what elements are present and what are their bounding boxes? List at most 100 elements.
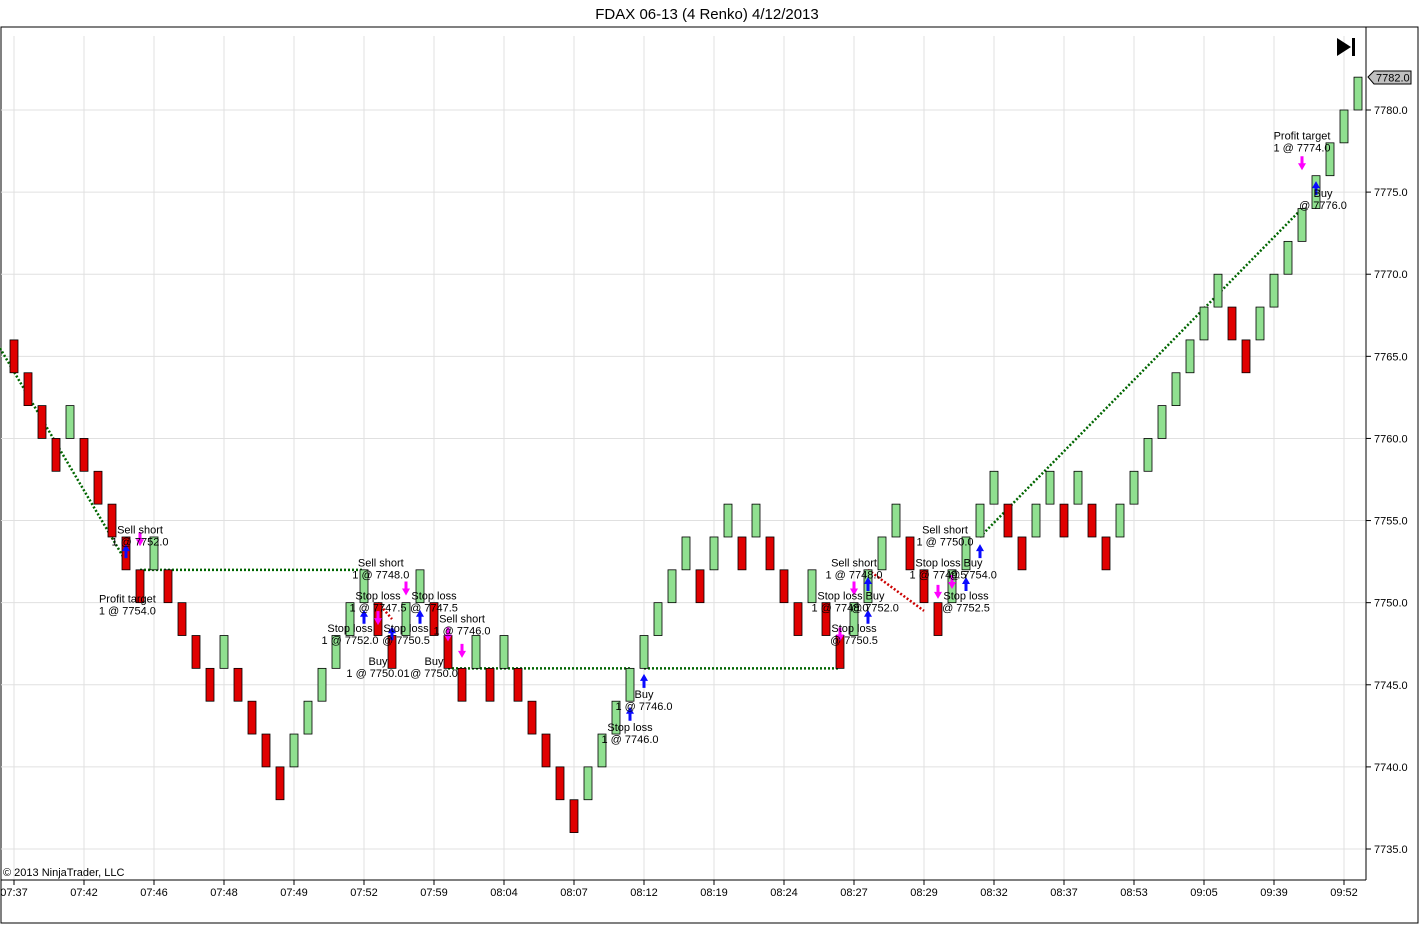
y-tick-label: 7735.0 [1374,844,1408,856]
y-tick-label: 7765.0 [1374,351,1408,363]
renko-brick-up [401,602,411,636]
trade-annotation-text: Stop loss [915,558,961,570]
trade-annotation-text: 1 @ 7746.0 [433,625,490,637]
renko-brick-down [23,372,33,406]
renko-brick-up [471,635,481,669]
trade-annotation-text: 1 @ 7748.0 [352,570,409,582]
renko-brick-down [457,667,467,702]
renko-brick-up [1353,76,1363,111]
x-tick-label: 08:19 [700,887,728,899]
grid [1,36,1366,880]
trade-annotation-text: Stop loss [817,590,863,602]
renko-brick-down [737,536,747,571]
skip-to-end-icon[interactable] [1337,38,1355,56]
trade-annotation-text: 1 @ 7752.0 [111,537,168,549]
x-tick-label: 07:42 [70,887,98,899]
renko-brick-up [877,536,887,571]
trade-annotation-text: Buy [635,689,654,701]
sell-arrow-icon [836,627,844,642]
trade-annotation-text: Stop loss [327,623,373,635]
trade-annotation-text: Stop loss [355,590,401,602]
y-tick-label: 7755.0 [1374,516,1408,528]
renko-brick-down [177,602,187,636]
buy-arrow-icon [1312,181,1320,196]
trade-line [867,568,925,612]
x-tick-label: 08:04 [490,887,518,899]
renko-brick-down [107,503,117,538]
trade-annotation-text: Sell short [922,525,968,537]
y-tick-label: 7775.0 [1374,187,1408,199]
trade-annotation-text: Buy [964,558,983,570]
renko-brick-down [275,766,285,801]
trade-annotation-text: Stop loss [383,623,429,635]
renko-brick-up [289,733,299,768]
trade-annotation-text: 1 @ 7746.0 [601,734,658,746]
renko-brick-down [541,733,551,768]
x-tick-label: 07:48 [210,887,238,899]
y-tick-label: 7750.0 [1374,598,1408,610]
renko-brick-up [303,700,313,735]
renko-brick-up [149,536,159,571]
trade-annotation-text: Buy [1314,188,1333,200]
renko-brick-down [1241,339,1251,374]
renko-brick-up [1283,240,1293,275]
x-tick-label: 07:59 [420,887,448,899]
trade-annotation-text: @ 7750.0 [410,668,458,680]
sell-arrow-icon [934,584,942,599]
sell-arrow-icon [850,581,858,596]
renko-brick-down [485,667,495,702]
renko-brick-down [765,536,775,571]
renko-brick-up [975,503,985,538]
renko-brick-up [499,635,509,669]
renko-brick-up [219,635,229,669]
renko-brick-up [625,667,635,702]
trade-annotation-text: 1 @ 7749.5 [909,570,966,582]
buy-arrow-icon [864,609,872,624]
renko-brick-up [1255,306,1265,341]
trade-annotation-text: Buy [425,656,444,668]
renko-brick-up [681,536,691,571]
last-price-label: 7782.0 [1376,73,1410,85]
renko-brick-up [345,602,355,636]
renko-brick-up [1171,372,1181,406]
trade-annotation-text: @ 7776.0 [1299,200,1347,212]
trade-annotation-text: @ 7752.0 [851,602,899,614]
renko-brick-up [583,766,593,801]
renko-brick-down [79,438,89,472]
x-tick-label: 07:46 [140,887,168,899]
trade-annotation-text: Sell short [117,525,163,537]
renko-brick-down [9,339,19,374]
trade-annotation-text: 1 @ 7774.0 [1273,143,1330,155]
trade-annotation-text: @ 7752.5 [942,602,990,614]
trade-annotation-text: Sell short [831,558,877,570]
sell-arrow-icon [136,532,144,547]
y-tick-label: 7780.0 [1374,105,1408,117]
buy-arrow-icon [388,626,396,641]
renko-brick-up [1157,405,1167,439]
trade-annotation-text: 1 @ 7754.0 [99,606,156,618]
renko-brick-down [1003,503,1013,538]
renko-brick-up [415,569,425,604]
trade-annotation-text: 1 @ 7746.0 [615,701,672,713]
renko-brick-up [359,569,369,604]
renko-brick-down [205,667,215,702]
renko-brick-up [65,405,75,439]
trade-annotation-text: 1 @ 7748.0 [825,570,882,582]
trade-annotation-text: 1 @ 7748.0 [811,602,868,614]
renko-brick-up [1199,306,1209,341]
trade-annotation-text: Stop loss [411,590,457,602]
renko-brick-up [1129,470,1139,505]
trade-annotation-text: Sell short [358,558,404,570]
renko-brick-up [751,503,761,538]
renko-brick-down [247,700,257,735]
renko-brick-down [191,635,201,669]
renko-brick-up [961,536,971,571]
x-tick-label: 08:24 [770,887,798,899]
trade-line [377,601,393,620]
renko-brick-up [709,536,719,571]
renko-brick-down [233,667,243,702]
renko-brick-up [1115,503,1125,538]
last-price-box: 7782.0 [1367,70,1412,85]
